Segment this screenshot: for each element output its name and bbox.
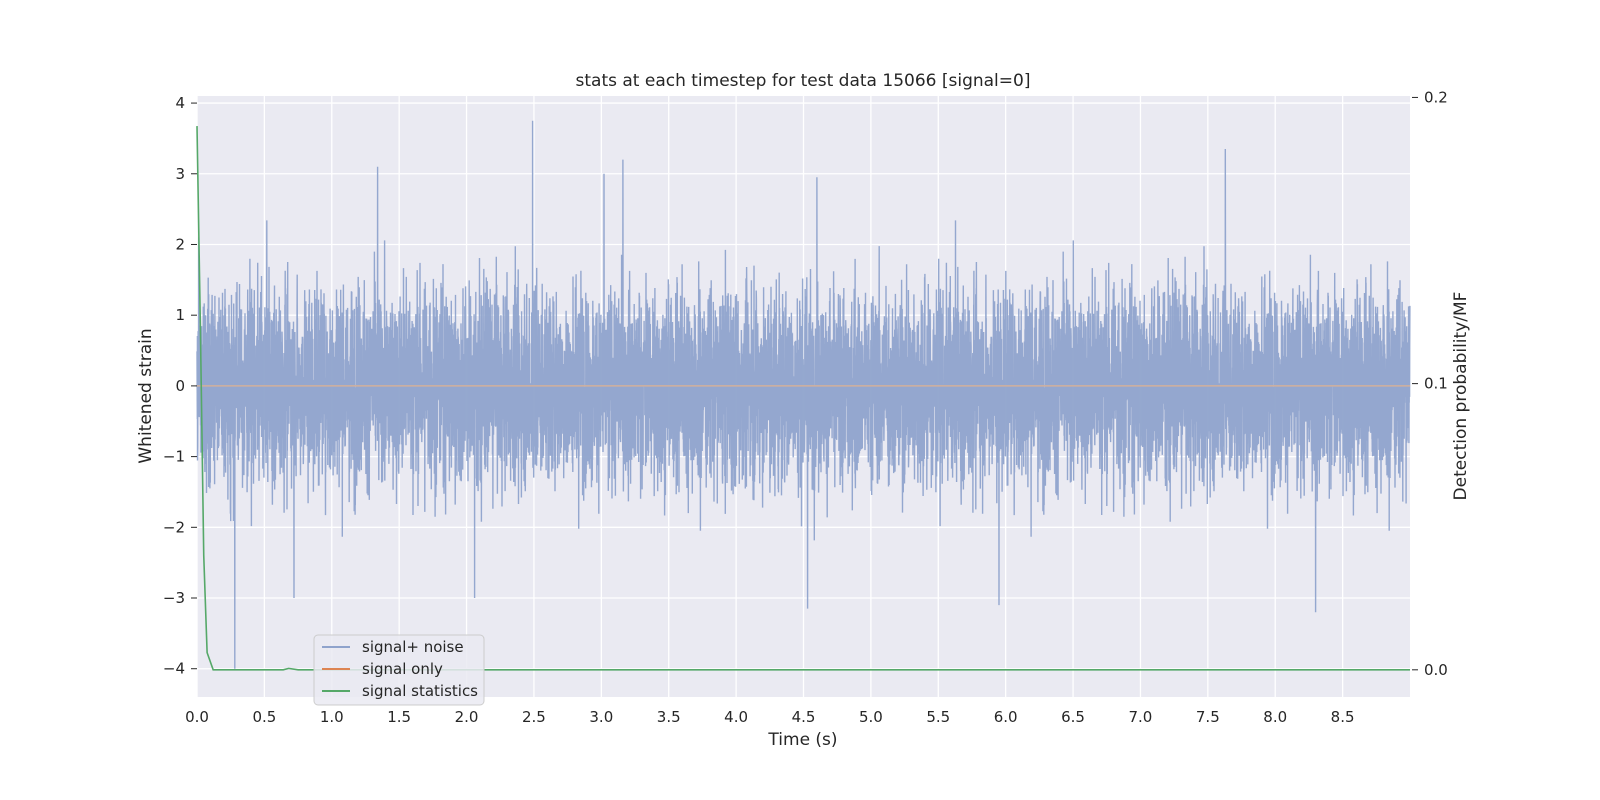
y-tick-label: −1 [163, 448, 185, 466]
series-signal-statistics-line [196, 126, 1410, 671]
plot-area [196, 120, 1411, 671]
y-tick-label: 2 [175, 235, 185, 253]
legend-label-signal-only: signal only [362, 660, 443, 678]
x-tick-label: 4.0 [724, 708, 748, 726]
y2-tick-label: 0.1 [1424, 375, 1448, 393]
x-tick-label: 5.0 [859, 708, 883, 726]
y2-tick-label: 0.2 [1424, 88, 1448, 106]
x-tick-label: 7.0 [1129, 708, 1153, 726]
x-tick-label: 6.0 [994, 708, 1018, 726]
x-tick-label: 8.0 [1263, 708, 1287, 726]
y-tick-label: −3 [163, 589, 185, 607]
legend-label-signal-noise: signal+ noise [362, 638, 464, 656]
series-signal-noise-line [196, 120, 1411, 669]
x-tick-label: 6.5 [1061, 708, 1085, 726]
x-axis-label: Time (s) [767, 730, 837, 750]
x-tick-label: 3.0 [589, 708, 613, 726]
legend-label-signal-statistics: signal statistics [362, 682, 478, 700]
y-tick-label: −2 [163, 518, 185, 536]
y2-tick-labels: 0.2 0.1 0.0 [1412, 88, 1448, 679]
x-tick-label: 4.5 [792, 708, 816, 726]
y2-tick-label: 0.0 [1424, 661, 1448, 679]
chart-title: stats at each timestep for test data 150… [576, 71, 1031, 91]
legend-box [313, 634, 485, 706]
x-tick-label: 0.0 [185, 708, 209, 726]
x-tick-label: 7.5 [1196, 708, 1220, 726]
y-tick-label: 3 [175, 165, 185, 183]
x-tick-label: 1.5 [387, 708, 411, 726]
x-tick-label: 8.5 [1331, 708, 1355, 726]
y2-axis-label: Detection probability/MF [1451, 292, 1471, 501]
x-tick-label: 2.5 [522, 708, 546, 726]
y-axis-label: Whitened strain [136, 328, 156, 463]
y-tick-labels: 4 3 2 1 0 −1 −2 −3 −4 [163, 94, 197, 678]
x-tick-label: 2.0 [455, 708, 479, 726]
y-tick-label: −4 [163, 660, 185, 678]
y-tick-label: 0 [175, 377, 185, 395]
y-tick-label: 1 [175, 306, 185, 324]
x-tick-label: 3.5 [657, 708, 681, 726]
x-tick-labels: 0.0 0.5 1.0 1.5 2.0 2.5 3.0 3.5 4.0 4.5 5.0 5.5 6.0 6… [185, 708, 1354, 726]
x-tick-label: 5.5 [926, 708, 950, 726]
x-tick-label: 0.5 [252, 708, 276, 726]
y-tick-label: 4 [175, 94, 185, 112]
x-tick-label: 1.0 [320, 708, 344, 726]
legend: signal+ noise signal only signal statist… [313, 634, 485, 706]
